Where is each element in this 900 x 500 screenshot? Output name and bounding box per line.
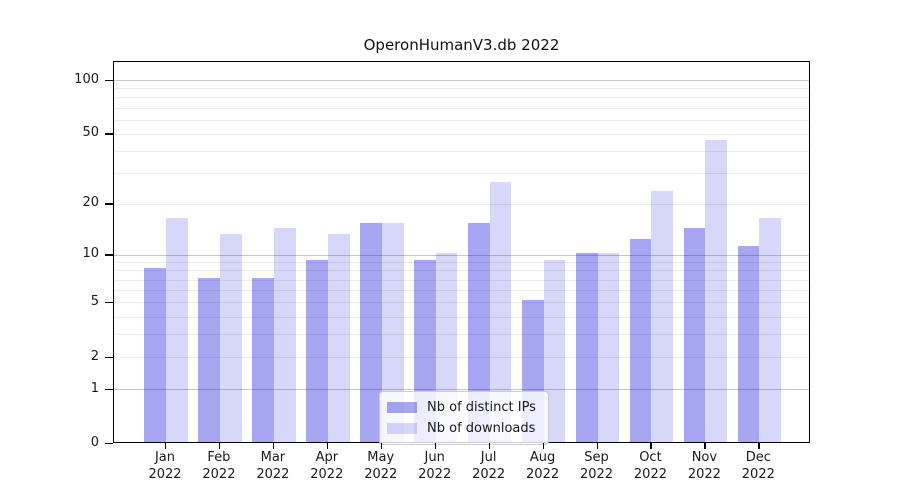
bar-downloads-oct [651,191,674,442]
minor-gridline [114,203,809,205]
x-tick-label: Jun 2022 [418,450,452,482]
major-gridline [114,79,809,81]
x-tick-mark [758,443,760,449]
bar-ips-feb [198,277,220,442]
legend: Nb of distinct IPs Nb of downloads [379,391,549,445]
bar-ips-sep [575,252,598,442]
minor-gridline [114,270,809,272]
legend-label-distinct-ips: Nb of distinct IPs [427,400,536,415]
bar-downloads-sep [597,252,620,442]
x-tick-mark [650,443,652,449]
bar-downloads-apr [327,233,350,442]
minor-gridline [114,88,809,90]
bar-downloads-may [381,223,404,442]
legend-item-distinct-ips: Nb of distinct IPs [387,397,539,418]
x-tick-mark [434,443,436,449]
minor-gridline [114,279,809,281]
bar-downloads-jan [166,218,188,442]
bar-ips-oct [629,239,652,442]
x-tick-label: Jul 2022 [472,450,506,482]
bar-ips-dec [737,245,760,442]
x-tick-label: Dec 2022 [741,450,775,482]
y-tick-mark [105,203,113,205]
minor-gridline [114,107,809,109]
minor-gridline [114,316,809,318]
chart-title: OperonHumanV3.db 2022 [363,36,560,54]
bar-ips-nov [683,228,706,442]
x-tick-label: Oct 2022 [633,450,667,482]
x-tick-mark [596,443,598,449]
minor-gridline [114,133,809,135]
y-tick-label: 10 [82,246,99,262]
legend-item-downloads: Nb of downloads [387,418,539,439]
minor-gridline [114,97,809,99]
bar-ips-jul [467,223,490,442]
y-tick-label: 0 [90,435,99,451]
x-tick-mark [326,443,329,449]
bar-downloads-feb [219,233,242,442]
x-tick-mark [704,443,706,449]
bar-downloads-jul [489,181,512,442]
x-tick-label: Aug 2022 [526,450,560,482]
x-tick-label: Mar 2022 [256,450,290,482]
x-tick-mark [542,443,544,449]
x-tick-label: Sep 2022 [579,450,614,482]
bar-downloads-aug [543,260,566,442]
minor-gridline [114,262,809,264]
bar-ips-mar [252,277,274,442]
y-tick-mark [105,301,113,304]
y-tick-label: 20 [82,195,99,211]
minor-gridline [114,356,809,358]
x-tick-mark [165,443,167,449]
x-tick-label: Feb 2022 [202,450,236,482]
bar-downloads-nov [705,139,728,442]
bar-downloads-mar [273,228,296,442]
bar-ips-may [359,223,382,442]
minor-gridline [114,119,809,121]
bar-ips-apr [306,260,328,442]
x-tick-label: Nov 2022 [687,450,721,482]
minor-gridline [114,172,809,174]
x-tick-label: May 2022 [364,450,398,482]
x-tick-mark [488,443,490,449]
minor-gridline [114,150,809,152]
minor-gridline [114,334,809,336]
y-tick-mark [105,388,113,390]
y-tick-mark [105,79,113,81]
y-tick-label: 100 [74,71,99,87]
x-tick-label: Apr 2022 [310,450,344,482]
minor-gridline [114,302,809,304]
y-tick-mark [105,356,113,358]
y-tick-label: 1 [90,380,99,396]
y-tick-label: 50 [82,125,99,141]
minor-gridline [114,290,809,292]
plot-area: Nb of distinct IPs Nb of downloads [113,61,810,445]
legend-swatch-downloads [387,423,417,434]
legend-swatch-distinct-ips [387,402,417,413]
x-tick-mark [272,443,275,449]
y-tick-label: 5 [90,293,99,309]
major-gridline [114,388,809,390]
major-gridline [114,254,809,256]
x-tick-label: Jan 2022 [148,450,182,482]
x-tick-mark [218,443,221,449]
y-tick-mark [105,254,113,256]
bar-ips-jan [144,268,166,442]
y-tick-label: 2 [90,348,99,364]
bar-downloads-dec [759,218,782,442]
y-tick-mark [105,133,113,135]
y-tick-mark [105,443,113,445]
x-tick-mark [380,443,383,449]
legend-label-downloads: Nb of downloads [427,421,536,436]
